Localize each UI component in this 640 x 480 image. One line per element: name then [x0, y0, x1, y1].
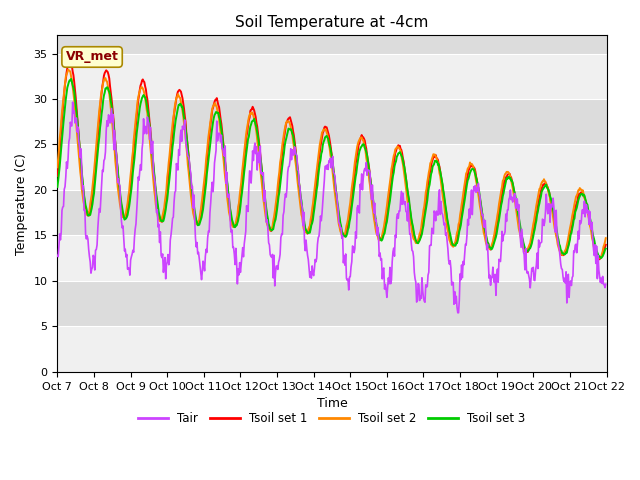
Text: VR_met: VR_met — [66, 50, 118, 63]
X-axis label: Time: Time — [317, 397, 348, 410]
Legend: Tair, Tsoil set 1, Tsoil set 2, Tsoil set 3: Tair, Tsoil set 1, Tsoil set 2, Tsoil se… — [134, 408, 530, 430]
Y-axis label: Temperature (C): Temperature (C) — [15, 153, 28, 254]
Bar — [58, 99, 607, 144]
Bar — [58, 190, 607, 236]
Bar — [58, 281, 607, 326]
Bar — [58, 36, 607, 54]
Title: Soil Temperature at -4cm: Soil Temperature at -4cm — [236, 15, 429, 30]
